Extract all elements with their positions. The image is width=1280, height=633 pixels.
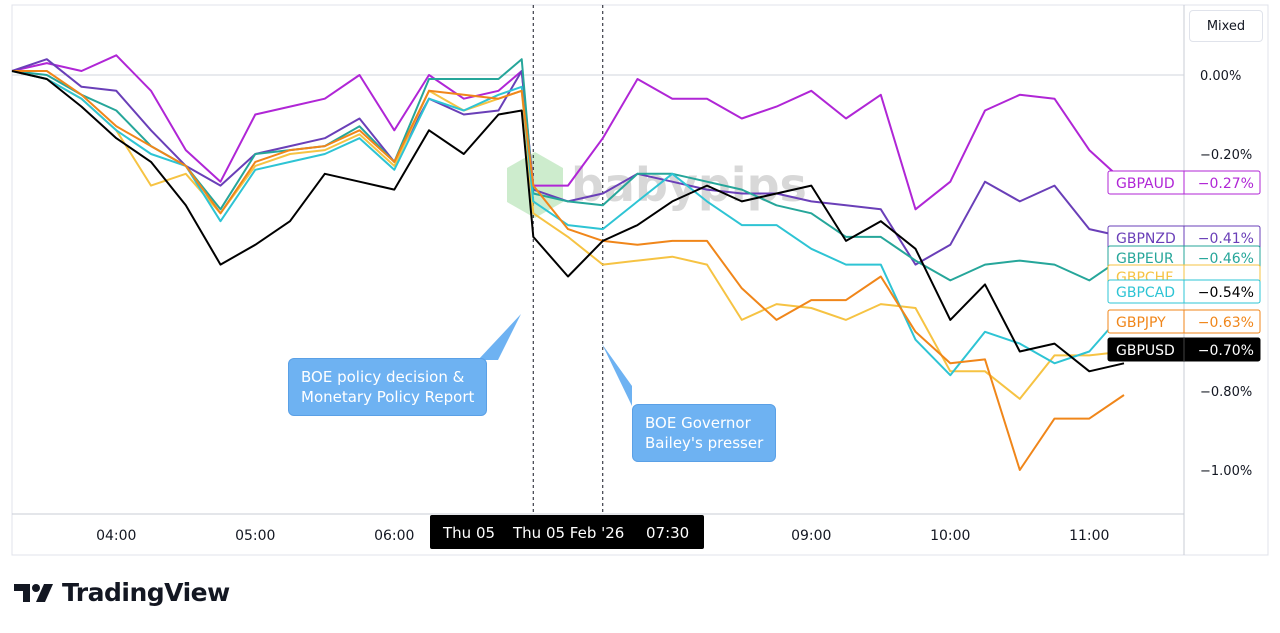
x-tick-label: 11:00 [1069, 528, 1109, 544]
series-value: −0.46% [1198, 251, 1254, 267]
series-label-gbpcad: GBPCAD −0.54% [1107, 279, 1261, 304]
annotation-line: BOE Governor [645, 414, 751, 432]
x-tick-label: 06:00 [374, 528, 414, 544]
y-tick-label: 0.00% [1200, 69, 1241, 84]
annotation-line: Monetary Policy Report [301, 388, 475, 406]
crosshair-text: Thu 05 Feb '26 [512, 524, 624, 542]
series-value: −0.27% [1198, 176, 1254, 192]
annotation-bailey-presser: BOE Governor Bailey's presser [632, 404, 777, 462]
series-label-gbpusd: GBPUSD −0.70% [1107, 337, 1261, 362]
annotation-line: BOE policy decision & [301, 368, 465, 386]
tradingview-logo[interactable]: TradingView [14, 578, 230, 607]
series-line-gbpjpy [12, 70, 1125, 471]
series-value: −0.54% [1198, 285, 1254, 301]
crosshair-text: 07:30 [646, 524, 689, 542]
chart-frame [11, 4, 1269, 556]
x-tick-label: 10:00 [930, 528, 970, 544]
x-tick-label: 04:00 [96, 528, 136, 544]
comparison-chart[interactable]: 0.00% −0.20% −0.80% −1.00% 04:00 05:00 06:00 09… [0, 0, 1280, 560]
series-name: GBPEUR [1116, 251, 1174, 267]
series-line-gbpchf [11, 70, 1125, 400]
series-line-gbpaud [11, 54, 1125, 211]
series-line-gbpnzd [11, 58, 1125, 266]
series-line-gbpeur [11, 58, 1125, 282]
series-name: GBPUSD [1116, 343, 1175, 359]
x-tick-label: 05:00 [235, 528, 275, 544]
series-label-gbpjpy: GBPJPY −0.63% [1107, 309, 1261, 334]
annotation-boe-decision: BOE policy decision & Monetary Policy Re… [288, 358, 488, 416]
annotation-line: Bailey's presser [645, 434, 764, 452]
series-value: −0.63% [1198, 315, 1254, 331]
callout-pointer [602, 344, 632, 406]
series-name: GBPCAD [1116, 285, 1175, 301]
series-name: GBPAUD [1116, 176, 1175, 192]
series-line-gbpusd [11, 70, 1125, 373]
callout-pointer [478, 314, 521, 360]
series-label-gbpaud: GBPAUD −0.27% [1107, 170, 1261, 195]
series-value: −0.70% [1198, 343, 1254, 359]
crosshair-text: Thu 05 [442, 524, 495, 542]
tradingview-logo-icon [14, 583, 53, 602]
series-label-gbpeur: GBPEUR −0.46% [1107, 245, 1261, 270]
x-tick-label: 09:00 [791, 528, 831, 544]
y-tick-label: −1.00% [1200, 464, 1252, 479]
scale-mode-button[interactable]: Mixed [1189, 10, 1263, 42]
series-value: −0.41% [1198, 231, 1254, 247]
y-tick-label: −0.80% [1200, 385, 1252, 400]
series-line-gbpcad [11, 70, 1125, 377]
series-label-gbpnzd: GBPNZD −0.41% [1107, 225, 1261, 250]
tradingview-logo-text: TradingView [62, 578, 230, 607]
crosshair-time-label: Thu 05 Thu 05 Feb '26 07:30 [430, 515, 704, 549]
series-name: GBPJPY [1116, 315, 1166, 331]
series-name: GBPNZD [1116, 231, 1176, 247]
y-tick-label: −0.20% [1200, 148, 1252, 163]
